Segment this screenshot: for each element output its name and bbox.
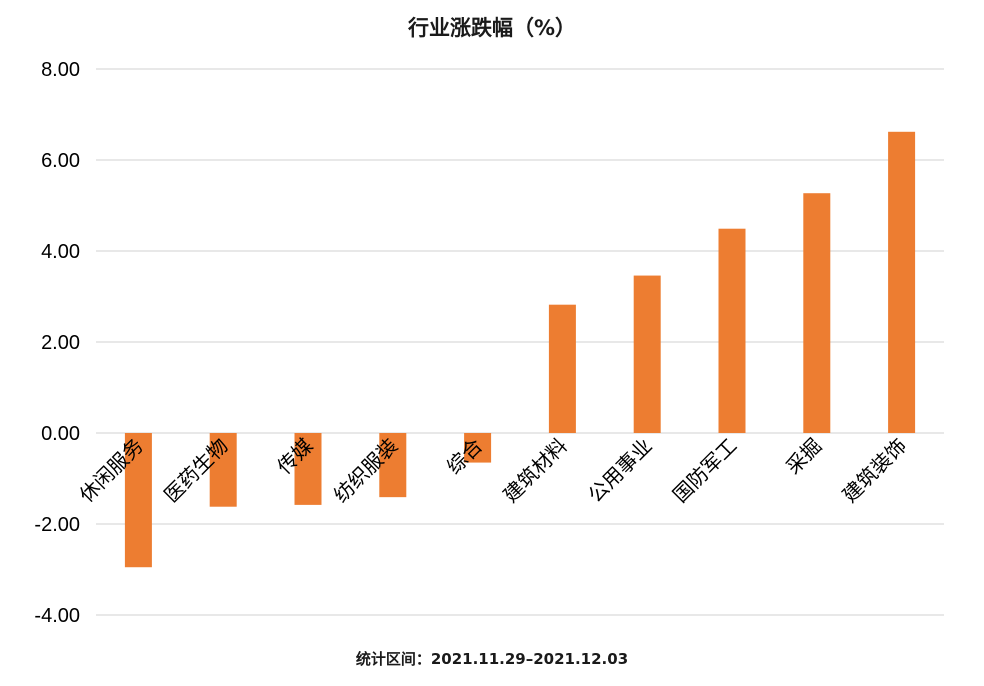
category-label: 国防军工 — [668, 434, 742, 508]
y-tick-label: 2.00 — [41, 332, 80, 354]
bar — [718, 228, 746, 433]
bar — [464, 433, 492, 463]
category-label: 公用事业 — [583, 434, 657, 508]
y-tick-label: 6.00 — [41, 150, 80, 172]
gridlines — [96, 68, 944, 616]
bar — [633, 275, 661, 433]
bar — [803, 193, 831, 433]
y-tick-label: 0.00 — [41, 423, 80, 445]
chart-note: 统计区间：2021.11.29–2021.12.03 — [355, 650, 629, 668]
bar — [379, 433, 407, 498]
bars — [124, 131, 916, 568]
category-label: 建筑装饰 — [838, 434, 912, 508]
y-tick-label: -2.00 — [34, 514, 80, 536]
y-axis-ticks: 8.00 6.00 4.00 2.00 0.00 -2.00 -4.00 — [34, 59, 80, 627]
bar — [294, 433, 322, 505]
y-tick-label: 4.00 — [41, 241, 80, 263]
y-tick-label: 8.00 — [41, 59, 80, 81]
category-label: 采掘 — [781, 434, 826, 479]
category-label: 建筑材料 — [498, 434, 572, 508]
bar — [888, 131, 916, 434]
bar — [548, 304, 576, 433]
chart-title: 行业涨跌幅（%） — [407, 16, 577, 40]
category-labels: 休闲服务 医药生物 传媒 纺织服装 综合 建筑材料 公用事业 国防军工 采掘 建筑装饰 — [74, 434, 911, 508]
bar — [209, 433, 237, 507]
y-tick-label: -4.00 — [34, 605, 80, 627]
bar — [124, 433, 152, 568]
